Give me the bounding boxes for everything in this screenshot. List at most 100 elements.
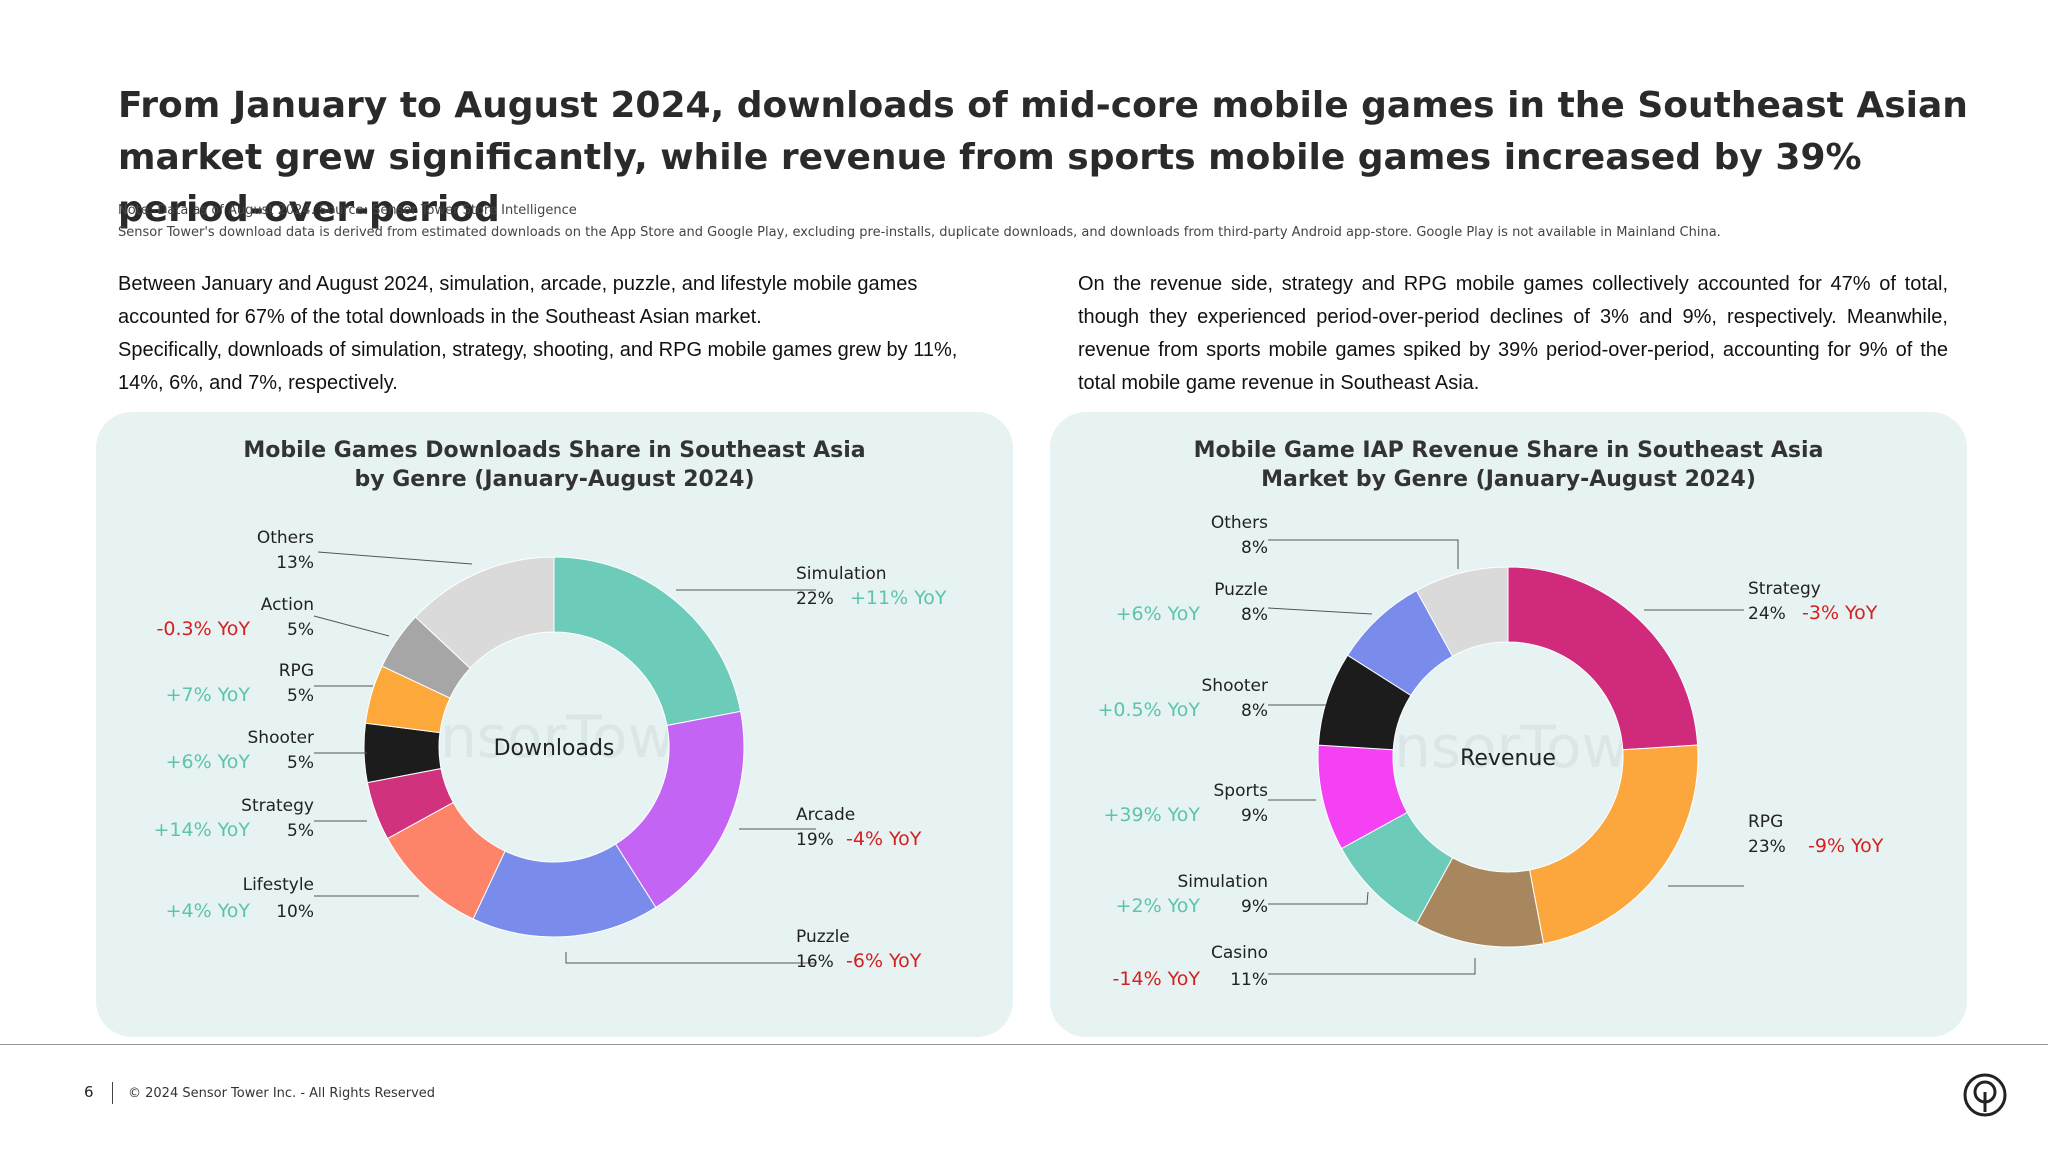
page-number: 6 (84, 1083, 94, 1101)
revenue-label-name-puzzle: Puzzle (1214, 580, 1268, 600)
downloads-label-name-shooter: Shooter (248, 728, 314, 748)
revenue-summary-p1: On the revenue side, strategy and RPG mo… (1078, 273, 1948, 394)
downloads-label-yoy-shooter: +6% YoY (166, 751, 251, 773)
revenue-chart-title: Mobile Game IAP Revenue Share in Southea… (1050, 436, 1967, 494)
revenue-label-name-strategy: Strategy (1748, 579, 1821, 599)
revenue-label-rpg: RPG 23% -9% YoY (1748, 812, 1884, 857)
downloads-label-puzzle: Puzzle 16% -6% YoY (796, 927, 922, 972)
revenue-leader-casino (1268, 958, 1476, 975)
revenue-label-others: Others 8% (1211, 513, 1268, 558)
downloads-label-name-puzzle: Puzzle (796, 927, 850, 947)
revenue-slice-others (1415, 566, 1509, 657)
downloads-label-name-simulation: Simulation (796, 564, 887, 584)
revenue-label-sports: Sports 9% +39% YoY (1103, 781, 1268, 826)
downloads-label-pct-arcade: 19% (796, 830, 834, 850)
downloads-leader-puzzle (565, 952, 816, 964)
downloads-label-name-action: Action (261, 595, 314, 615)
revenue-label-casino: Casino 11% -14% YoY (1113, 943, 1268, 990)
revenue-label-name-others: Others (1211, 513, 1268, 533)
downloads-label-pct-shooter: 5% (287, 753, 314, 773)
revenue-label-pct-sports: 9% (1241, 806, 1268, 826)
revenue-label-pct-simulation: 9% (1241, 897, 1268, 917)
revenue-slice-rpg (1528, 744, 1699, 945)
downloads-label-arcade: Arcade 19% -4% YoY (796, 805, 922, 850)
downloads-label-name-lifestyle: Lifestyle (243, 875, 314, 895)
revenue-label-yoy-simulation: +2% YoY (1116, 895, 1201, 917)
downloads-label-lifestyle: Lifestyle 10% +4% YoY (166, 875, 314, 922)
revenue-label-name-rpg: RPG (1748, 812, 1783, 832)
revenue-label-name-simulation: Simulation (1177, 872, 1268, 892)
downloads-label-others: Others 13% (257, 528, 314, 573)
downloads-chart-title-line1: Mobile Games Downloads Share in Southeas… (243, 438, 866, 463)
source-note: Note: Data as of August 2024. Source: Se… (118, 200, 1978, 244)
downloads-label-yoy-rpg: +7% YoY (166, 684, 251, 706)
revenue-leader-simulation (1268, 891, 1369, 905)
revenue-label-pct-puzzle: 8% (1241, 605, 1268, 625)
revenue-chart-title-line1: Mobile Game IAP Revenue Share in Southea… (1193, 438, 1824, 463)
downloads-label-shooter: Shooter 5% +6% YoY (166, 728, 314, 773)
revenue-leader-puzzle (1267, 607, 1373, 615)
downloads-label-name-arcade: Arcade (796, 805, 855, 825)
downloads-label-yoy-lifestyle: +4% YoY (166, 900, 251, 922)
revenue-label-yoy-strategy: -3% YoY (1802, 602, 1878, 624)
downloads-label-name-strategy: Strategy (241, 796, 314, 816)
note-line-2: Sensor Tower's download data is derived … (118, 225, 1721, 240)
revenue-center-label: Revenue (1460, 746, 1556, 771)
downloads-label-yoy-puzzle: -6% YoY (846, 950, 922, 972)
sensor-tower-logo-icon (1963, 1073, 2007, 1117)
revenue-label-pct-strategy: 24% (1748, 604, 1786, 624)
downloads-label-pct-rpg: 5% (287, 686, 314, 706)
downloads-summary-p1: Between January and August 2024, simulat… (118, 273, 918, 328)
downloads-label-yoy-arcade: -4% YoY (846, 828, 922, 850)
downloads-summary: Between January and August 2024, simulat… (118, 268, 998, 400)
revenue-label-yoy-shooter: +0.5% YoY (1097, 699, 1200, 721)
revenue-label-shooter: Shooter 8% +0.5% YoY (1097, 676, 1268, 721)
revenue-slice-strategy (1507, 566, 1699, 751)
downloads-label-name-others: Others (257, 528, 314, 548)
revenue-label-yoy-rpg: -9% YoY (1808, 835, 1884, 857)
revenue-label-pct-others: 8% (1241, 538, 1268, 558)
note-line-1: Note: Data as of August 2024. Source: Se… (118, 203, 577, 218)
revenue-label-name-casino: Casino (1211, 943, 1268, 963)
downloads-leader-action (313, 615, 390, 637)
downloads-chart-title-line2: by Genre (January-August 2024) (354, 467, 755, 492)
revenue-label-yoy-sports: +39% YoY (1103, 804, 1200, 826)
revenue-label-simulation: Simulation 9% +2% YoY (1116, 872, 1268, 917)
downloads-label-yoy-action: -0.3% YoY (157, 618, 251, 640)
downloads-label-action: Action 5% -0.3% YoY (157, 595, 314, 640)
revenue-label-strategy: Strategy 24% -3% YoY (1748, 579, 1878, 624)
revenue-leader-others (1268, 539, 1459, 569)
downloads-leader-others (317, 551, 473, 565)
downloads-label-pct-strategy: 5% (287, 821, 314, 841)
revenue-label-yoy-casino: -14% YoY (1113, 968, 1201, 990)
downloads-center-label: Downloads (494, 736, 615, 761)
revenue-label-pct-casino: 11% (1230, 970, 1268, 990)
downloads-label-simulation: Simulation 22% +11% YoY (796, 564, 947, 609)
downloads-slice-simulation (553, 556, 742, 727)
page-title: From January to August 2024, downloads o… (118, 85, 1968, 230)
downloads-label-pct-puzzle: 16% (796, 952, 834, 972)
downloads-label-yoy-strategy: +14% YoY (153, 819, 250, 841)
downloads-label-name-rpg: RPG (279, 661, 314, 681)
downloads-chart-title: Mobile Games Downloads Share in Southeas… (96, 436, 1013, 494)
revenue-label-pct-shooter: 8% (1241, 701, 1268, 721)
revenue-chart-panel: Mobile Game IAP Revenue Share in Southea… (1050, 412, 1967, 1037)
downloads-label-rpg: RPG 5% +7% YoY (166, 661, 314, 706)
footer-separator (112, 1082, 113, 1104)
revenue-label-pct-rpg: 23% (1748, 837, 1786, 857)
downloads-label-pct-simulation: 22% (796, 589, 834, 609)
downloads-label-pct-action: 5% (287, 620, 314, 640)
downloads-label-pct-lifestyle: 10% (276, 902, 314, 922)
copyright: © 2024 Sensor Tower Inc. - All Rights Re… (128, 1086, 436, 1101)
downloads-chart-panel: Mobile Games Downloads Share in Southeas… (96, 412, 1013, 1037)
revenue-label-name-sports: Sports (1214, 781, 1269, 801)
downloads-summary-p2: Specifically, downloads of simulation, s… (118, 339, 958, 394)
revenue-label-yoy-puzzle: +6% YoY (1116, 603, 1201, 625)
revenue-label-puzzle: Puzzle 8% +6% YoY (1116, 580, 1268, 625)
downloads-label-strategy: Strategy 5% +14% YoY (153, 796, 314, 841)
revenue-label-name-shooter: Shooter (1202, 676, 1268, 696)
revenue-summary: On the revenue side, strategy and RPG mo… (1078, 268, 1948, 400)
downloads-label-pct-others: 13% (276, 553, 314, 573)
